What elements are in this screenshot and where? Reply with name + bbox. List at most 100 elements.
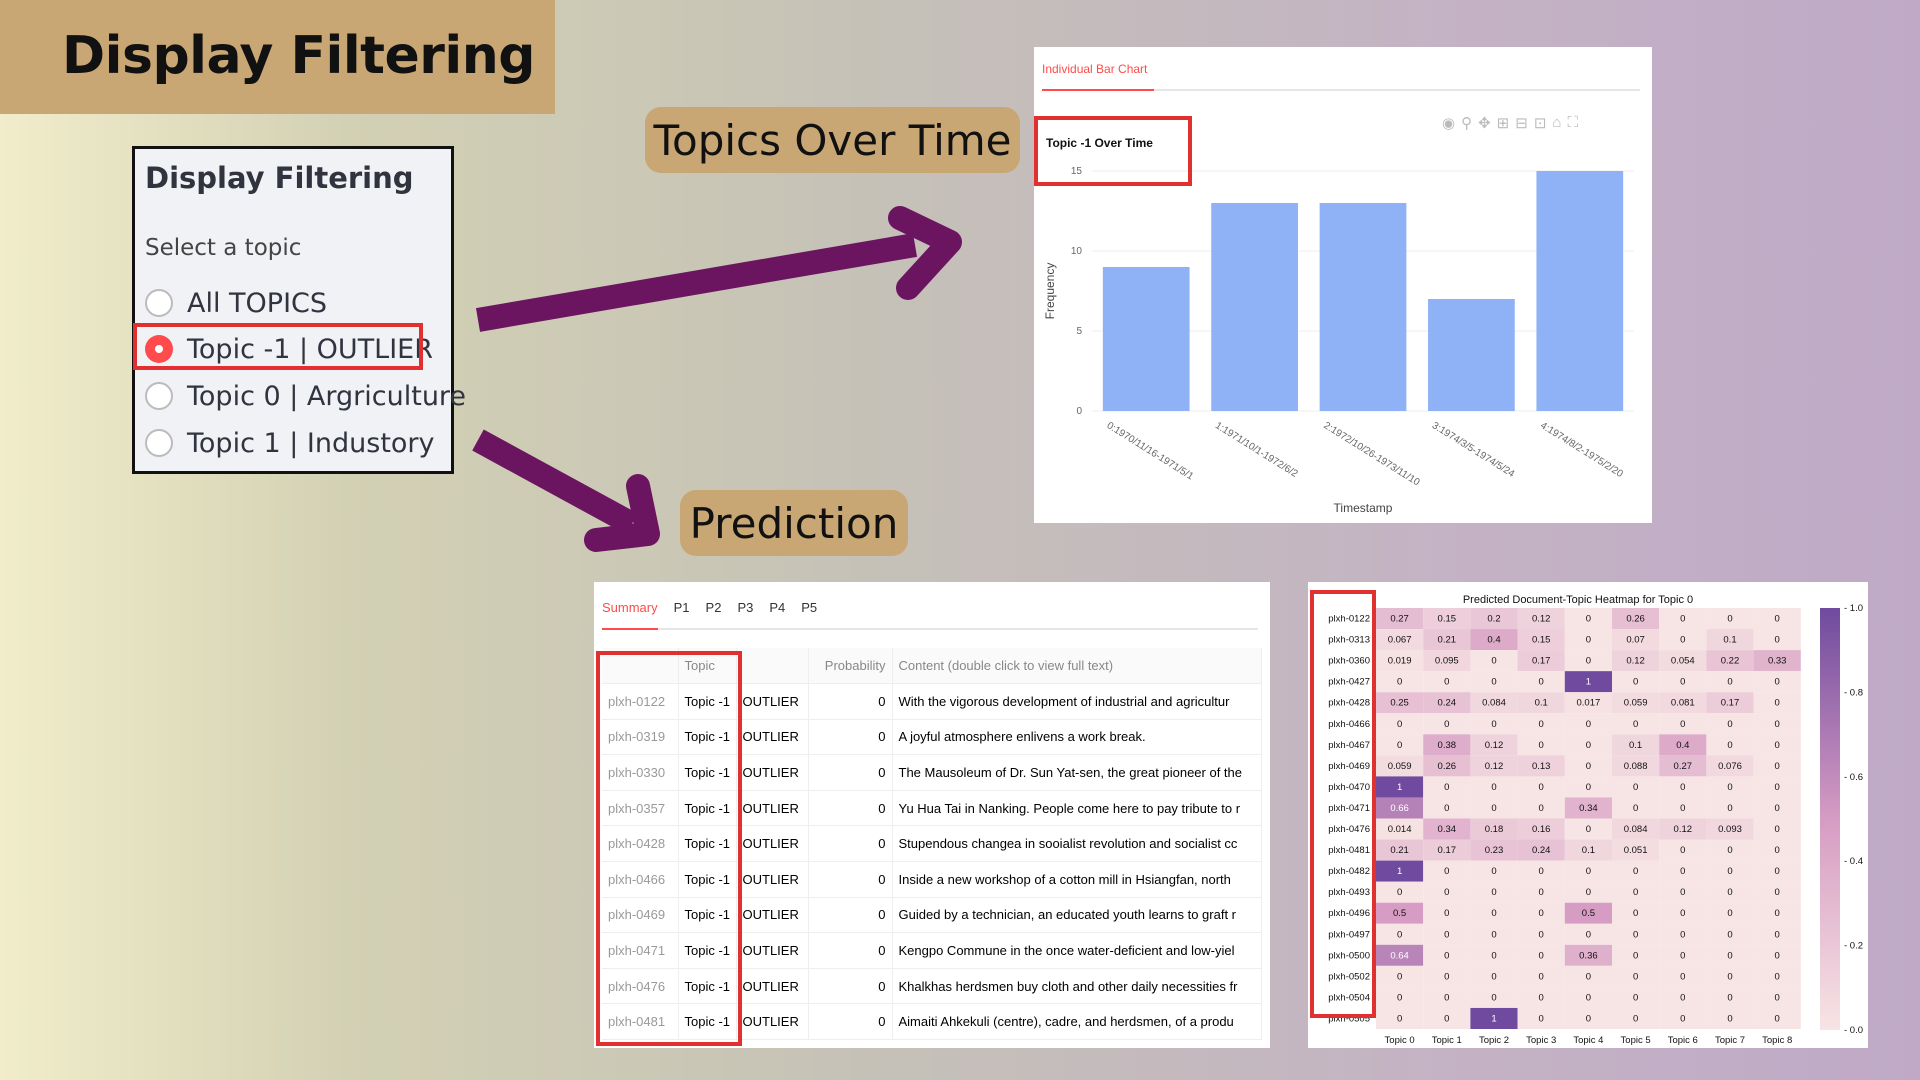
table-row[interactable]: plxh-0471 Topic -1 OUTLIER 0 Kengpo Commune …	[602, 932, 1262, 969]
cell-probability[interactable]: 0	[808, 683, 893, 720]
heatmap-cell-value: 0	[1444, 866, 1449, 877]
tab-p1[interactable]: P1	[673, 600, 690, 615]
cell-id[interactable]: plxh-0471	[602, 932, 679, 969]
cell-id[interactable]: plxh-0469	[602, 897, 679, 934]
col-header-name[interactable]	[736, 648, 809, 685]
table-row[interactable]: plxh-0122 Topic -1 OUTLIER 0 With the vigoro…	[602, 683, 1262, 720]
cell-content[interactable]: Inside a new workshop of a cotton mill i…	[892, 861, 1262, 898]
cell-topic-name[interactable]: OUTLIER	[736, 932, 809, 969]
cell-probability[interactable]: 0	[808, 861, 893, 898]
cell-probability[interactable]: 0	[808, 790, 893, 827]
cell-id[interactable]: plxh-0428	[602, 825, 679, 863]
heatmap-cell	[1470, 776, 1518, 798]
tab-individual-bar-chart[interactable]: Individual Bar Chart	[1042, 62, 1148, 76]
colorbar-tick-label: - 0.6	[1844, 772, 1863, 783]
table-row[interactable]: plxh-0357 Topic -1 OUTLIER 0 Yu Hua Tai in N…	[602, 790, 1262, 827]
y-tick-label: 10	[1071, 246, 1083, 257]
cell-probability[interactable]: 0	[808, 897, 893, 934]
tab-p4[interactable]: P4	[769, 600, 786, 615]
cell-topic[interactable]: Topic -1	[678, 825, 737, 863]
radio-topic-minus1[interactable]: Topic -1 | OUTLIER	[145, 329, 433, 369]
cell-content[interactable]: A joyful atmosphere enlivens a work brea…	[892, 719, 1262, 756]
home-icon[interactable]: ⌂	[1552, 114, 1562, 131]
cell-topic[interactable]: Topic -1	[678, 897, 737, 934]
tab-p3[interactable]: P3	[737, 600, 754, 615]
cell-id[interactable]: plxh-0319	[602, 719, 679, 756]
radio-topic-0[interactable]: Topic 0 | Argriculture	[145, 376, 466, 416]
cell-id[interactable]: plxh-0476	[602, 968, 679, 1005]
cell-topic-name[interactable]: OUTLIER	[736, 825, 809, 863]
table-row[interactable]: plxh-0319 Topic -1 OUTLIER 0 A joyful atmosp…	[602, 719, 1262, 756]
cell-content[interactable]: The Mausoleum of Dr. Sun Yat-sen, the gr…	[892, 754, 1262, 791]
cell-content[interactable]: With the vigorous development of industr…	[892, 683, 1262, 720]
cell-content[interactable]: Yu Hua Tai in Nanking. People come here …	[892, 790, 1262, 827]
cell-topic[interactable]: Topic -1	[678, 932, 737, 969]
cell-id[interactable]: plxh-0330	[602, 754, 679, 791]
cell-id[interactable]: plxh-0466	[602, 861, 679, 898]
tab-p2[interactable]: P2	[705, 600, 722, 615]
cell-content[interactable]: Kengpo Commune in the once water-deficie…	[892, 932, 1262, 969]
fullscreen-icon[interactable]: ⛶	[1567, 114, 1578, 131]
pan-icon[interactable]: ✥	[1478, 115, 1491, 132]
cell-topic-name[interactable]: OUTLIER	[736, 683, 809, 720]
cell-topic[interactable]: Topic -1	[678, 1003, 737, 1041]
cell-probability[interactable]: 0	[808, 825, 893, 863]
cell-topic-name[interactable]: OUTLIER	[736, 754, 809, 791]
cell-topic-name[interactable]: OUTLIER	[736, 968, 809, 1005]
cell-content[interactable]: Stupendous changea in sooialist revoluti…	[892, 825, 1262, 863]
table-row[interactable]: plxh-0476 Topic -1 OUTLIER 0 Khalkhas herdsm…	[602, 968, 1262, 1005]
cell-topic[interactable]: Topic -1	[678, 861, 737, 898]
zoom-out-icon[interactable]: ⊟	[1515, 115, 1528, 132]
col-header-probability[interactable]: Probability	[808, 648, 893, 685]
heatmap-cell-value: 0.33	[1768, 656, 1787, 667]
table-row[interactable]: plxh-0481 Topic -1 OUTLIER 0 Aimaiti Ahkekul…	[602, 1003, 1262, 1041]
zoom-icon[interactable]: ⚲	[1461, 115, 1473, 132]
cell-probability[interactable]: 0	[808, 754, 893, 791]
cell-topic-name[interactable]: OUTLIER	[736, 719, 809, 756]
cell-id[interactable]: plxh-0357	[602, 790, 679, 827]
cell-topic-name[interactable]: OUTLIER	[736, 1003, 809, 1041]
autoscale-icon[interactable]: ⊡	[1533, 115, 1547, 132]
cell-topic-name[interactable]: OUTLIER	[736, 790, 809, 827]
cell-content[interactable]: Aimaiti Ahkekuli (centre), cadre, and he…	[892, 1003, 1262, 1041]
heatmap-column-label: Topic 1	[1432, 1035, 1462, 1046]
cell-topic[interactable]: Topic -1	[678, 754, 737, 791]
radio-all-topics[interactable]: All TOPICS	[145, 283, 327, 323]
radio-topic-1[interactable]: Topic 1 | Industory	[145, 423, 435, 463]
heatmap-cell-value: 0	[1727, 845, 1732, 856]
heatmap-cell-value: 0	[1586, 782, 1591, 793]
cell-id[interactable]: plxh-0481	[602, 1003, 679, 1041]
camera-icon[interactable]: ◉	[1442, 115, 1456, 132]
heatmap-cell-value: 0	[1775, 635, 1780, 646]
table-row[interactable]: plxh-0428 Topic -1 OUTLIER 0 Stupendous chan…	[602, 825, 1262, 863]
cell-content[interactable]: Guided by a technician, an educated yout…	[892, 897, 1262, 934]
heatmap-cell-value: 0	[1491, 908, 1496, 919]
heatmap-cell-value: 0	[1680, 866, 1685, 877]
table-row[interactable]: plxh-0469 Topic -1 OUTLIER 0 Guided by a tec…	[602, 897, 1262, 934]
zoom-in-icon[interactable]: ⊞	[1496, 115, 1510, 132]
cell-probability[interactable]: 0	[808, 1003, 893, 1041]
cell-topic-name[interactable]: OUTLIER	[736, 861, 809, 898]
table-row[interactable]: plxh-0330 Topic -1 OUTLIER 0 The Mausoleum o…	[602, 754, 1262, 791]
bar[interactable]	[1428, 299, 1515, 411]
col-header-content[interactable]: Content (double click to view full text)	[892, 648, 1262, 685]
tab-p5[interactable]: P5	[801, 600, 818, 615]
cell-probability[interactable]: 0	[808, 932, 893, 969]
bar[interactable]	[1319, 203, 1407, 411]
cell-id[interactable]: plxh-0122	[602, 683, 679, 720]
cell-topic[interactable]: Topic -1	[678, 790, 737, 827]
tab-summary[interactable]: Summary	[602, 600, 658, 615]
cell-topic[interactable]: Topic -1	[678, 683, 737, 720]
bar[interactable]	[1102, 267, 1190, 411]
cell-topic-name[interactable]: OUTLIER	[736, 897, 809, 934]
heatmap-cell-value: 0	[1727, 866, 1732, 877]
cell-topic[interactable]: Topic -1	[678, 968, 737, 1005]
heatmap-cell	[1564, 629, 1612, 651]
table-row[interactable]: plxh-0466 Topic -1 OUTLIER 0 Inside a new wo…	[602, 861, 1262, 898]
cell-probability[interactable]: 0	[808, 968, 893, 1005]
cell-content[interactable]: Khalkhas herdsmen buy cloth and other da…	[892, 968, 1262, 1005]
bar[interactable]	[1211, 203, 1298, 411]
bar[interactable]	[1536, 171, 1624, 411]
cell-probability[interactable]: 0	[808, 719, 893, 756]
cell-topic[interactable]: Topic -1	[678, 719, 737, 756]
